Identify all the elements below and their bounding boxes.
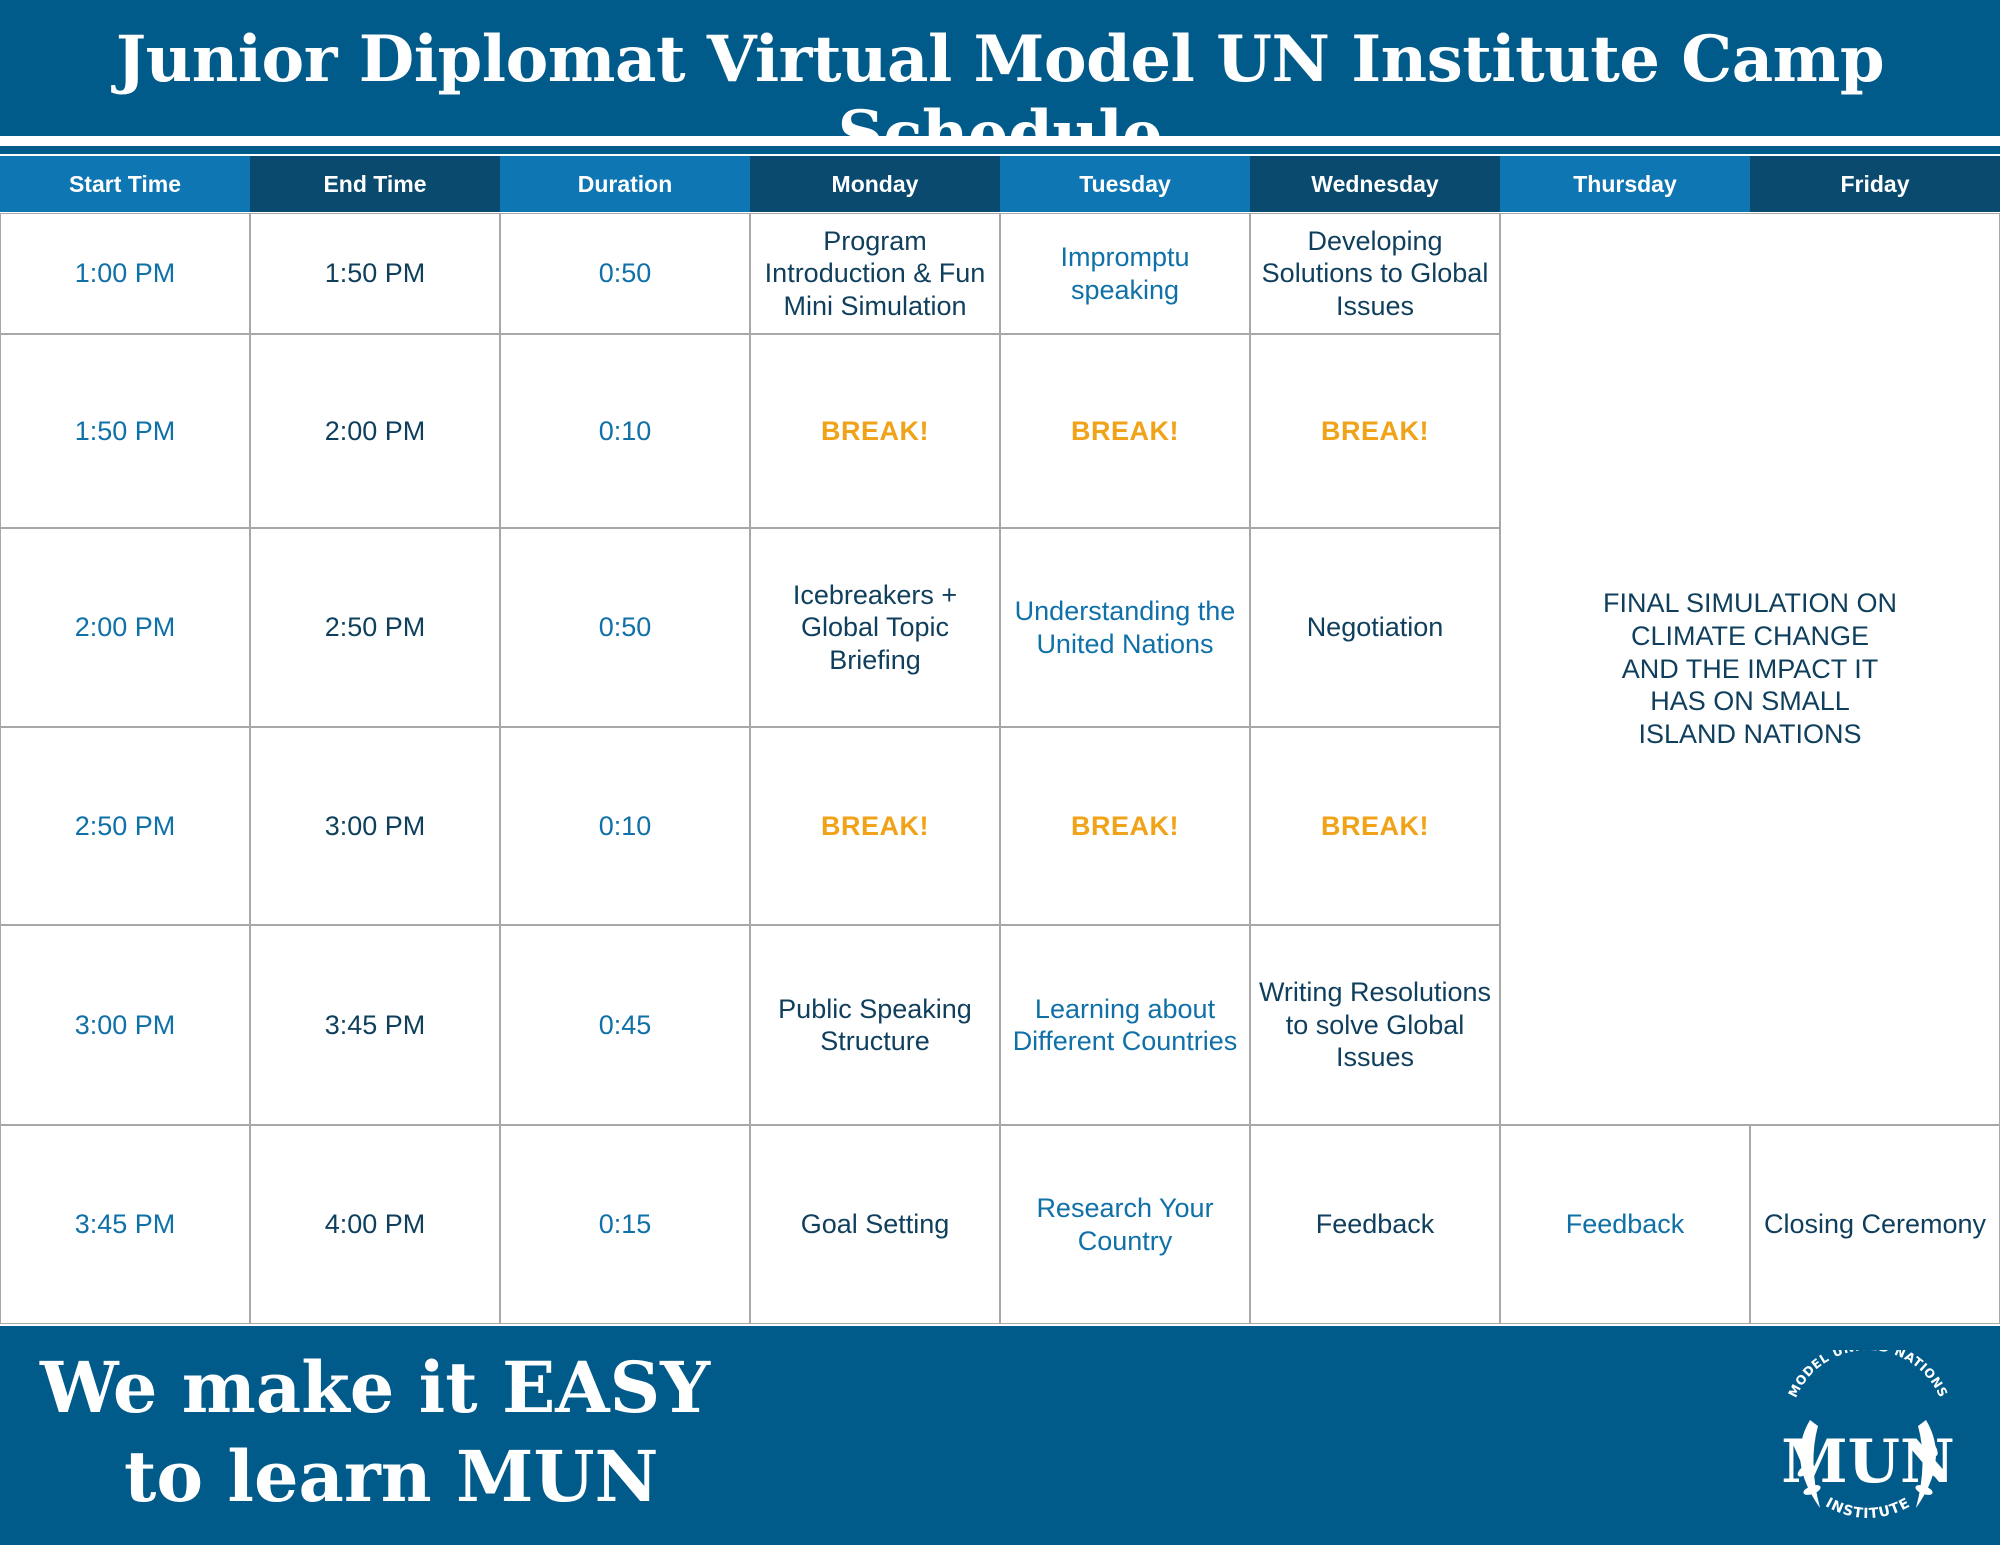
- column-header-wednesday: Wednesday: [1250, 156, 1500, 212]
- page-title: Junior Diplomat Virtual Model UN Institu…: [115, 22, 1885, 172]
- cell-start-time: 2:50 PM: [0, 727, 250, 925]
- logo-top-text: MODEL UNITED NATIONS: [1785, 1350, 1951, 1400]
- header-rule: [0, 146, 2000, 154]
- cell-monday: Goal Setting: [750, 1125, 1000, 1324]
- cell-tuesday: Understanding the United Nations: [1000, 528, 1250, 727]
- cell-end-time: 3:00 PM: [250, 727, 500, 925]
- cell-friday: Closing Ceremony: [1750, 1125, 2000, 1324]
- cell-start-time: 3:45 PM: [0, 1125, 250, 1324]
- cell-end-time: 1:50 PM: [250, 213, 500, 334]
- cell-wednesday: Negotiation: [1250, 528, 1500, 727]
- cell-duration: 0:10: [500, 727, 750, 925]
- logo-main-text: MUN: [1781, 1427, 1955, 1497]
- column-header-friday: Friday: [1750, 156, 2000, 212]
- cell-monday: Icebreakers + Global Topic Briefing: [750, 528, 1000, 727]
- cell-break: BREAK!: [1000, 334, 1250, 528]
- cell-tuesday: Learning about Different Countries: [1000, 925, 1250, 1125]
- cell-break: BREAK!: [1000, 727, 1250, 925]
- column-header-monday: Monday: [750, 156, 1000, 212]
- mun-institute-logo: MODEL UNITED NATIONS MUN INSTITUTE: [1781, 1350, 1955, 1522]
- column-header-duration: Duration: [500, 156, 750, 212]
- cell-end-time: 4:00 PM: [250, 1125, 500, 1324]
- header-bar: [0, 0, 2000, 136]
- cell-monday: Program Introduction & Fun Mini Simulati…: [750, 213, 1000, 334]
- cell-break: BREAK!: [750, 727, 1000, 925]
- column-header-end-time: End Time: [250, 156, 500, 212]
- cell-wednesday: Developing Solutions to Global Issues: [1250, 213, 1500, 334]
- logo-bottom-text: INSTITUTE: [1823, 1495, 1912, 1522]
- cell-duration: 0:50: [500, 528, 750, 727]
- cell-end-time: 2:00 PM: [250, 334, 500, 528]
- cell-duration: 0:50: [500, 213, 750, 334]
- footer-bar: [0, 1326, 2000, 1545]
- cell-wednesday: Writing Resolutions to solve Global Issu…: [1250, 925, 1500, 1125]
- svg-text:INSTITUTE: INSTITUTE: [1823, 1495, 1913, 1522]
- final-simulation-cell: FINAL SIMULATION ON CLIMATE CHANGE AND T…: [1500, 213, 2000, 1125]
- cell-duration: 0:45: [500, 925, 750, 1125]
- cell-thursday: Feedback: [1500, 1125, 1750, 1324]
- column-header-tuesday: Tuesday: [1000, 156, 1250, 212]
- column-header-start-time: Start Time: [0, 156, 250, 212]
- laurel-wreath-icon: [1797, 1420, 1939, 1508]
- cell-tuesday: Impromptu speaking: [1000, 213, 1250, 334]
- column-header-thursday: Thursday: [1500, 156, 1750, 212]
- cell-start-time: 1:50 PM: [0, 334, 250, 528]
- cell-end-time: 3:45 PM: [250, 925, 500, 1125]
- cell-tuesday: Research Your Country: [1000, 1125, 1250, 1324]
- cell-start-time: 1:00 PM: [0, 213, 250, 334]
- cell-wednesday: Feedback: [1250, 1125, 1500, 1324]
- cell-start-time: 2:00 PM: [0, 528, 250, 727]
- cell-end-time: 2:50 PM: [250, 528, 500, 727]
- cell-break: BREAK!: [1250, 334, 1500, 528]
- cell-start-time: 3:00 PM: [0, 925, 250, 1125]
- cell-duration: 0:10: [500, 334, 750, 528]
- cell-break: BREAK!: [1250, 727, 1500, 925]
- cell-monday: Public Speaking Structure: [750, 925, 1000, 1125]
- footer-slogan-line1: We make it EASY: [40, 1346, 711, 1429]
- svg-text:MODEL UNITED NATIONS: MODEL UNITED NATIONS: [1785, 1350, 1951, 1400]
- footer-slogan-line2: to learn MUN: [124, 1435, 659, 1518]
- cell-duration: 0:15: [500, 1125, 750, 1324]
- cell-break: BREAK!: [750, 334, 1000, 528]
